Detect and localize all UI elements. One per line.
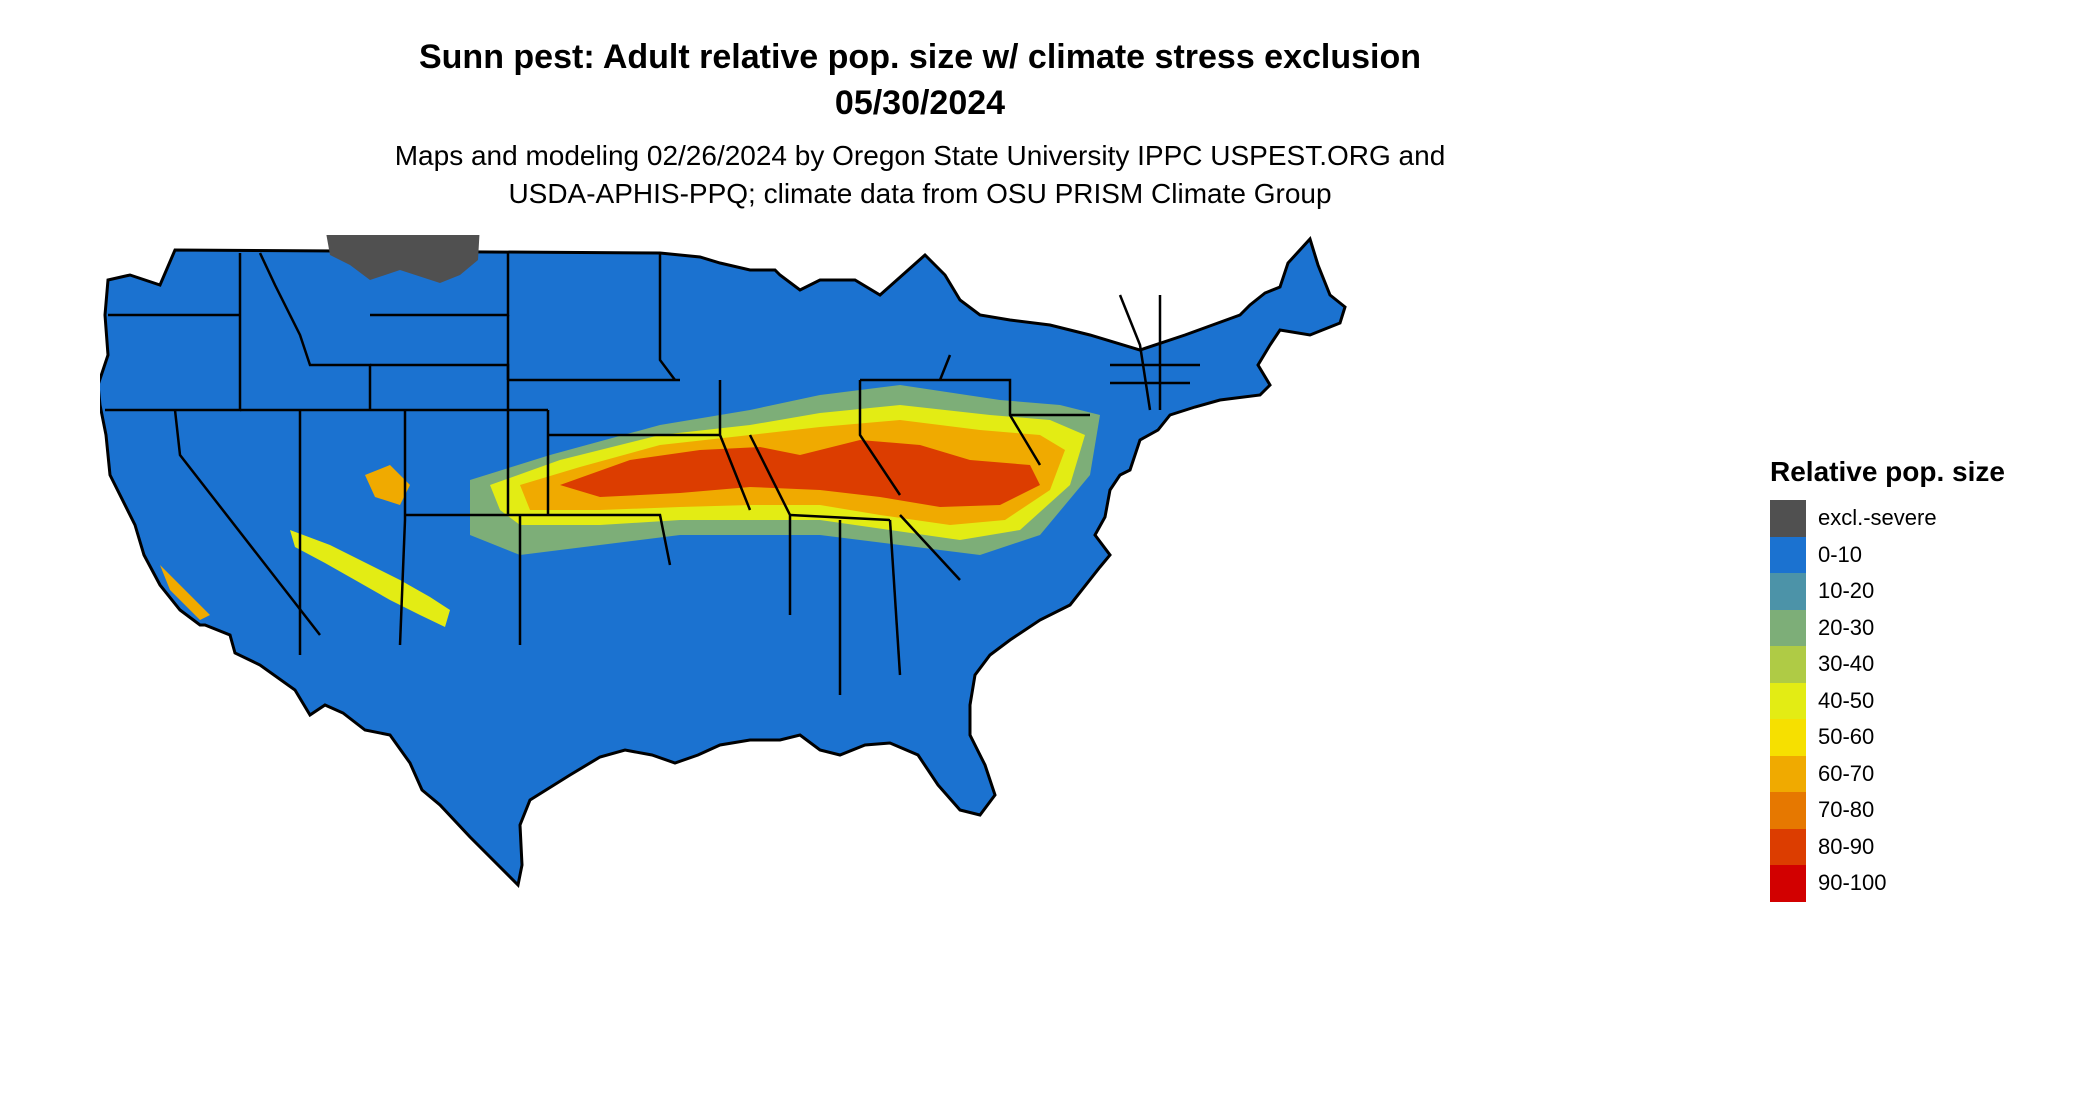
- legend-label: 10-20: [1818, 578, 1875, 604]
- legend-swatch: [1770, 609, 1806, 646]
- legend-label: 70-80: [1818, 797, 1875, 823]
- legend-label: 40-50: [1818, 687, 1875, 713]
- legend-item: 40-50: [1770, 682, 2005, 719]
- legend-rows: excl.-severe 0-10 10-20 20-30 30-40 40-50 50-6…: [1770, 500, 2005, 902]
- us-population-map: [100, 235, 1347, 889]
- legend-item: 20-30: [1770, 609, 2005, 646]
- map-date: 05/30/2024: [834, 84, 1006, 122]
- legend-item: 50-60: [1770, 719, 2005, 756]
- legend: Relative pop. size excl.-severe 0-10 10-20…: [1770, 456, 2005, 902]
- map-title: Sunn pest: Adult relative pop. size w/ c…: [418, 38, 1422, 76]
- state-boundaries: [105, 252, 1200, 695]
- legend-swatch: [1770, 573, 1806, 610]
- legend-swatch: [1770, 536, 1806, 573]
- legend-item: excl.-severe: [1770, 500, 2005, 537]
- exclusion-zone: [326, 235, 480, 283]
- legend-item: 90-100: [1770, 865, 2005, 902]
- legend-swatch: [1770, 719, 1806, 756]
- legend-label: 30-40: [1818, 651, 1875, 677]
- legend-swatch: [1770, 865, 1806, 902]
- subtitle-line-1: Maps and modeling 02/26/2024 by Oregon S…: [394, 140, 1446, 171]
- legend-label: 80-90: [1818, 833, 1875, 859]
- legend-label: 50-60: [1818, 724, 1875, 750]
- legend-item: 30-40: [1770, 646, 2005, 683]
- legend-title: Relative pop. size: [1770, 456, 2005, 487]
- legend-swatch: [1770, 646, 1806, 683]
- legend-label: 60-70: [1818, 760, 1875, 786]
- legend-item: 10-20: [1770, 573, 2005, 610]
- legend-swatch: [1770, 755, 1806, 792]
- legend-item: 70-80: [1770, 792, 2005, 829]
- legend-swatch: [1770, 500, 1806, 537]
- legend-item: 0-10: [1770, 536, 2005, 573]
- legend-item: 60-70: [1770, 755, 2005, 792]
- legend-label: 90-100: [1818, 870, 1887, 896]
- subtitle-line-2: USDA-APHIS-PPQ; climate data from OSU PR…: [508, 178, 1332, 209]
- legend-swatch: [1770, 792, 1806, 829]
- legend-swatch: [1770, 682, 1806, 719]
- legend-item: 80-90: [1770, 828, 2005, 865]
- legend-label: excl.-severe: [1818, 505, 1937, 531]
- southwest-suitability: [160, 465, 450, 627]
- legend-label: 0-10: [1818, 541, 1863, 567]
- high-suitability-band: [470, 385, 1100, 555]
- legend-label: 20-30: [1818, 614, 1875, 640]
- legend-swatch: [1770, 828, 1806, 865]
- us-land: [100, 236, 1347, 889]
